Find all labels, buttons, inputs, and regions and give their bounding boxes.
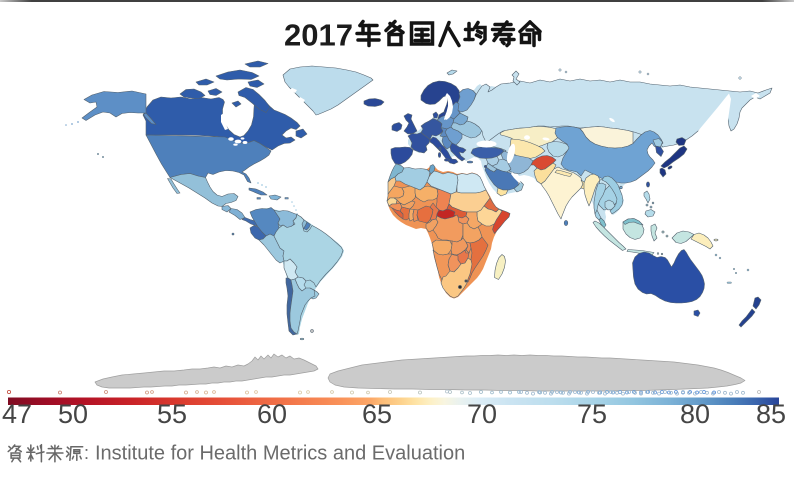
svg-text:2017: 2017	[284, 18, 353, 53]
svg-text:85: 85	[756, 399, 786, 429]
svg-text:47: 47	[2, 399, 32, 429]
svg-text::: :	[84, 443, 89, 463]
svg-text:75: 75	[577, 399, 607, 429]
svg-text:70: 70	[467, 399, 497, 429]
svg-text:65: 65	[362, 399, 392, 429]
svg-text:50: 50	[58, 399, 88, 429]
svg-text:80: 80	[680, 399, 710, 429]
svg-text:55: 55	[157, 399, 187, 429]
svg-text:Institute for Health Metrics a: Institute for Health Metrics and Evaluat…	[95, 443, 465, 465]
svg-text:60: 60	[257, 399, 287, 429]
